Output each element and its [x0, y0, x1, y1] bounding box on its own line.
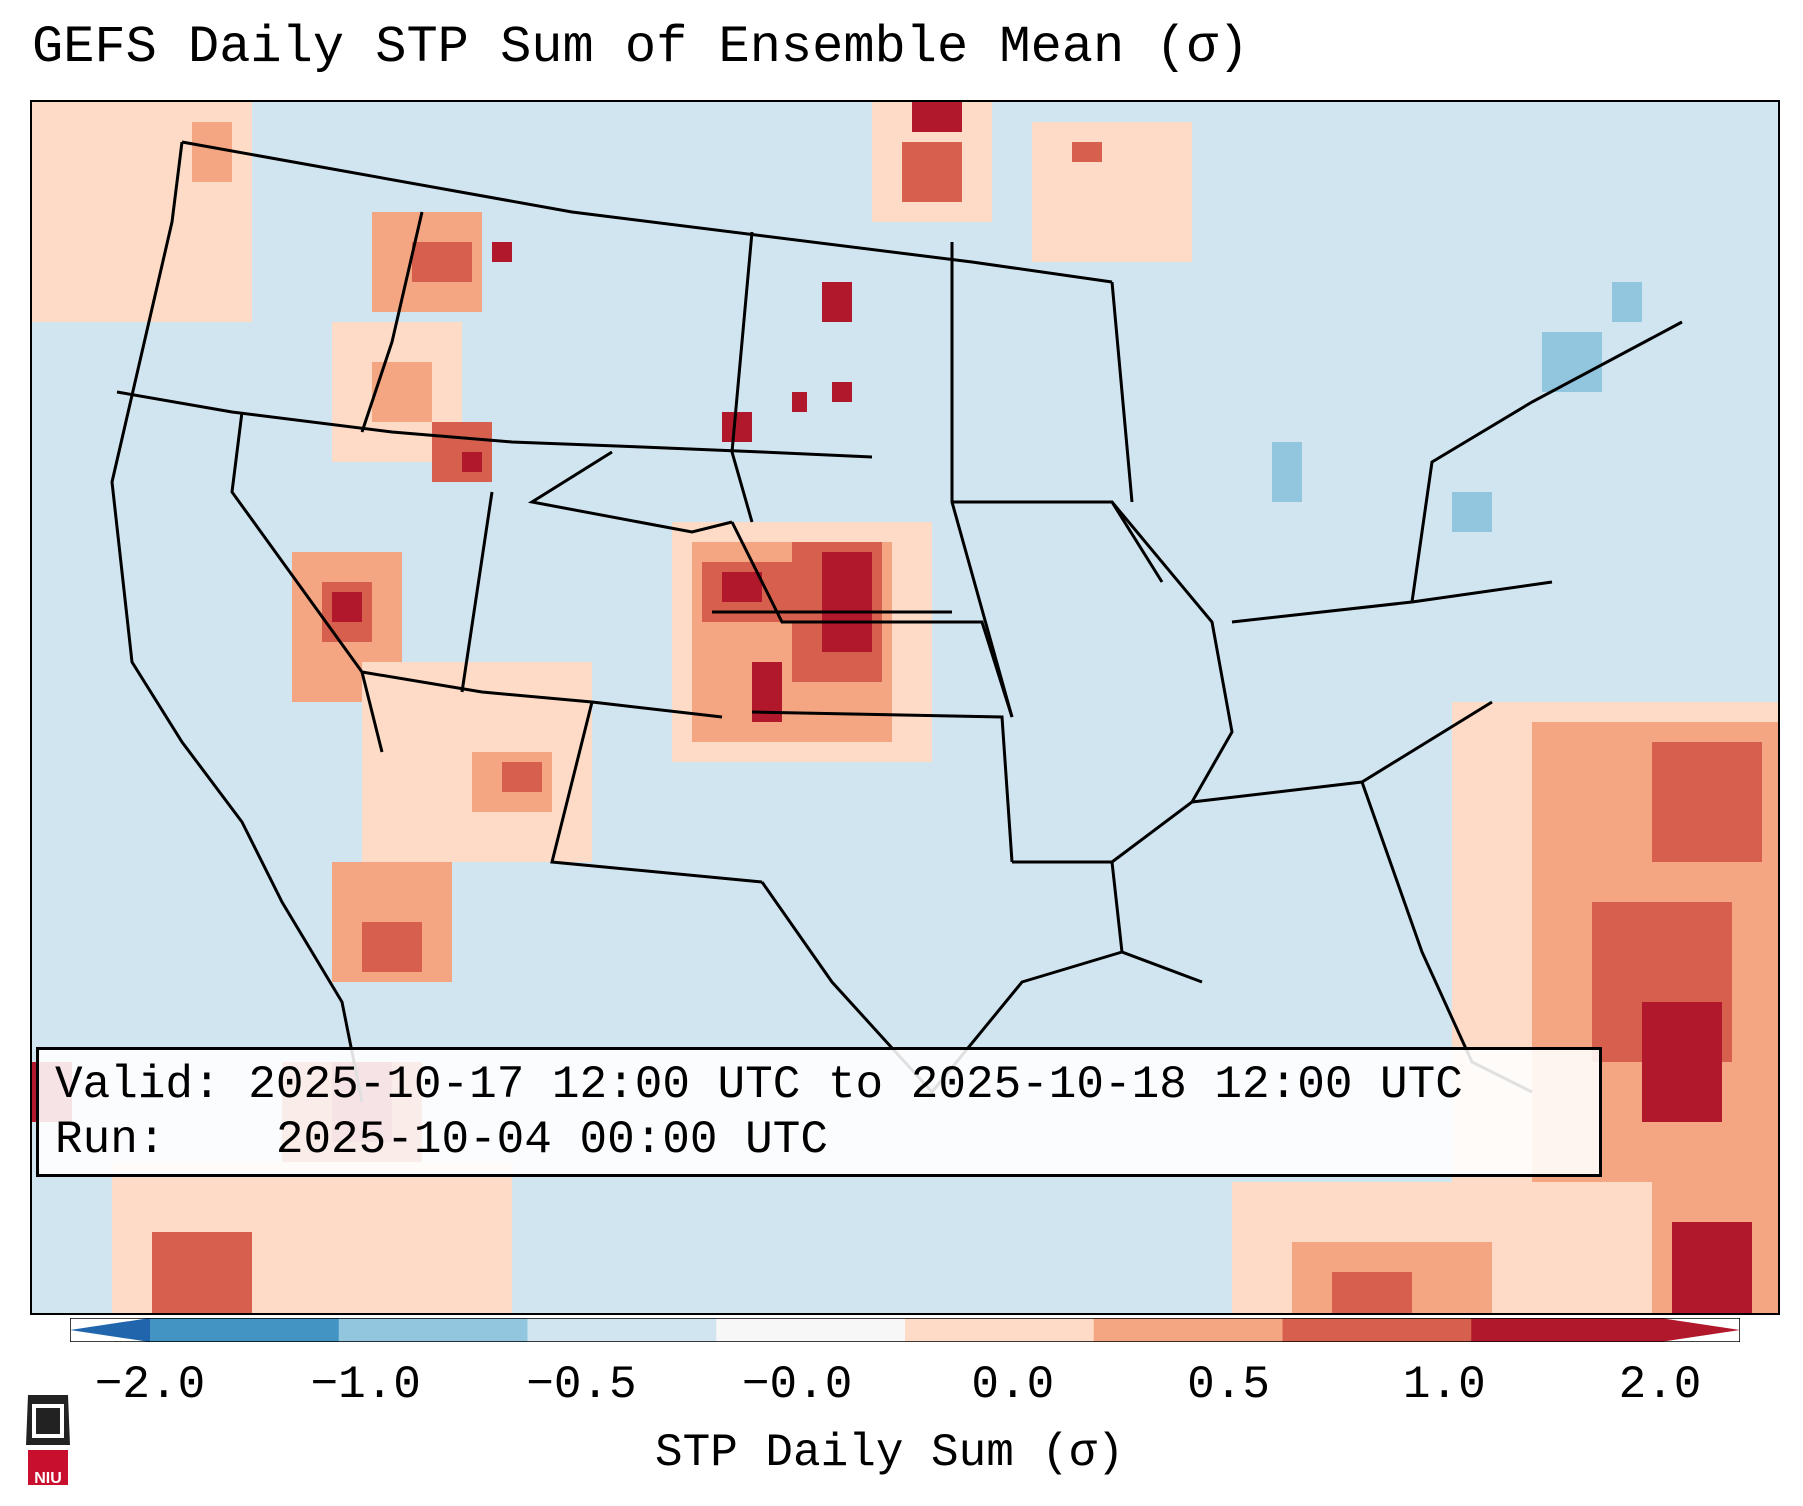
anomaly-layer [32, 102, 1778, 1313]
anomaly-cell [1672, 1222, 1752, 1313]
colorbar-bin [338, 1318, 528, 1342]
anomaly-cell [332, 592, 362, 622]
anomaly-cell [1452, 492, 1492, 532]
valid-value: 2025-10-17 12:00 UTC to 2025-10-18 12:00… [248, 1059, 1463, 1111]
anomaly-cell [492, 242, 512, 262]
run-label: Run: [55, 1114, 166, 1166]
anomaly-cell [1652, 742, 1762, 862]
anomaly-cell [1642, 1002, 1722, 1122]
anomaly-cell [822, 552, 872, 652]
colorbar-tick-label: 2.0 [1618, 1359, 1702, 1411]
anomaly-cell [1032, 122, 1192, 262]
colorbar-tick-label: 0.5 [1187, 1359, 1270, 1411]
colorbar-bin [905, 1318, 1095, 1342]
colorbar-bin [150, 1318, 340, 1342]
colorbar [70, 1318, 1740, 1342]
colorbar-under-arrow [70, 1318, 150, 1342]
colorbar-label: STP Daily Sum (σ) [655, 1427, 1125, 1479]
colorbar-bin [716, 1318, 906, 1342]
anomaly-cell [192, 122, 232, 182]
valid-line: Valid: 2025-10-17 12:00 UTC to 2025-10-1… [55, 1058, 1583, 1113]
colorbar-tick-label: −0.5 [526, 1359, 637, 1411]
anomaly-cell [412, 242, 472, 282]
colorbar-tick-label: 0.0 [971, 1359, 1055, 1411]
anomaly-cell [152, 1232, 252, 1313]
anomaly-cell [1612, 282, 1642, 322]
colorbar-tick-label: −1.0 [310, 1359, 421, 1411]
anomaly-cell [792, 392, 807, 412]
anomaly-cell [362, 922, 422, 972]
run-value: 2025-10-04 00:00 UTC [275, 1114, 828, 1166]
run-line: Run: 2025-10-04 00:00 UTC [55, 1113, 1583, 1168]
anomaly-cell [822, 282, 852, 322]
anomaly-cell [462, 452, 482, 472]
colorbar-bin [1471, 1318, 1661, 1342]
anomaly-cell [1272, 442, 1302, 502]
anomaly-cell [902, 142, 962, 202]
anomaly-cell [722, 412, 752, 442]
university-seal-icon [26, 1395, 70, 1485]
anomaly-cell [502, 762, 542, 792]
state-boundaries [110, 140, 1683, 1103]
anomaly-cell [1332, 1272, 1412, 1313]
colorbar-tick-label: −2.0 [94, 1359, 206, 1411]
validity-info-box: Valid: 2025-10-17 12:00 UTC to 2025-10-1… [36, 1047, 1602, 1177]
anomaly-cell [1542, 332, 1602, 392]
logo-text: NIU [34, 1470, 62, 1487]
colorbar-bin [1093, 1318, 1283, 1342]
colorbar-over-arrow [1660, 1318, 1740, 1342]
anomaly-cell [912, 102, 962, 132]
chart-title: GEFS Daily STP Sum of Ensemble Mean (σ) [32, 18, 1249, 77]
anomaly-cell [832, 382, 852, 402]
anomaly-map [32, 102, 1778, 1313]
colorbar-tick-label: 1.0 [1402, 1359, 1486, 1411]
colorbar-bin [1282, 1318, 1472, 1342]
anomaly-cell [1072, 142, 1102, 162]
valid-label: Valid: [55, 1059, 221, 1111]
colorbar-bin [527, 1318, 717, 1342]
colorbar-tick-label: −0.0 [741, 1359, 853, 1411]
anomaly-cell [722, 572, 762, 602]
niu-logo: NIU [18, 1390, 78, 1490]
